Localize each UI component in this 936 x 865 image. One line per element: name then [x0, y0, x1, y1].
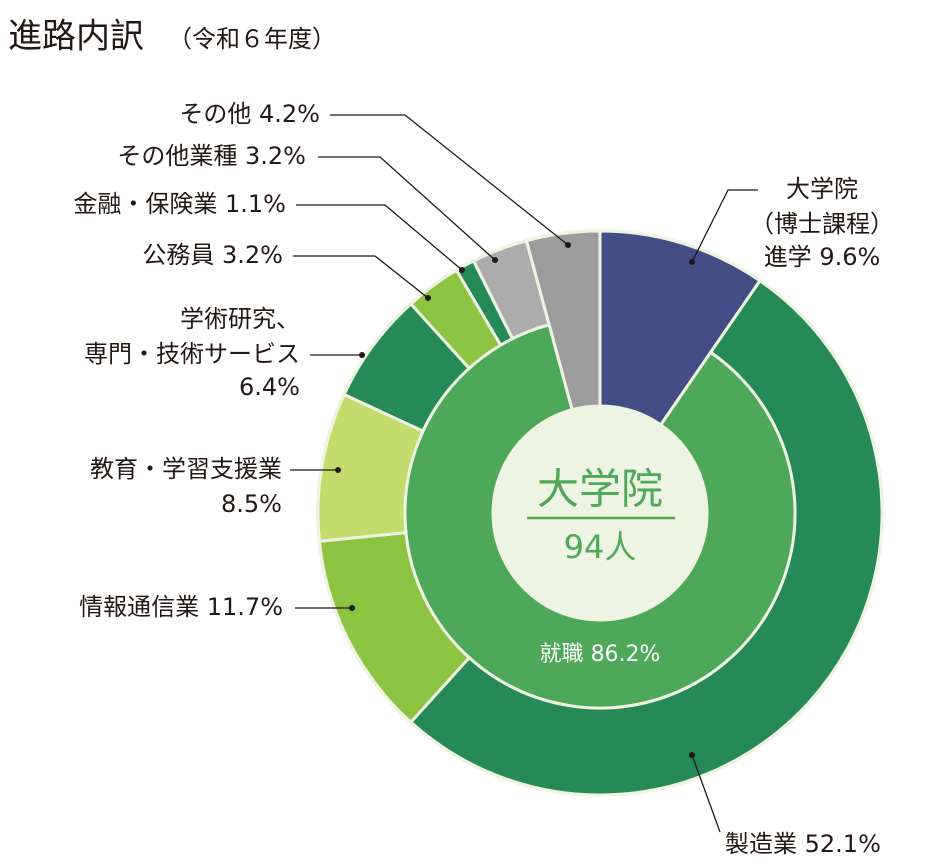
segment-name: （博士課程）: [750, 210, 894, 238]
leader-dot: [459, 267, 465, 273]
segment-label: 金融・保険業 1.1%: [73, 190, 286, 218]
leader-line: [318, 156, 496, 261]
value-label: 1.1%: [225, 190, 286, 218]
segment-label: その他 4.2%: [179, 100, 320, 128]
segment-label: 学術研究、: [180, 305, 300, 333]
segment-name: 製造業: [725, 830, 797, 858]
value-label: 11.7%: [207, 593, 283, 621]
leader-line: [691, 189, 758, 263]
leader-dot: [425, 295, 431, 301]
leader-dot: [335, 467, 341, 473]
center-label: 大学院: [537, 465, 663, 514]
segment-name: 大学院: [786, 175, 858, 203]
chart-subtitle: （令和６年度）: [168, 25, 336, 53]
center-value: 94人: [564, 528, 637, 566]
leader-line: [296, 204, 463, 271]
chart-title: 進路内訳: [8, 17, 144, 57]
leader-dot: [359, 352, 365, 358]
segment-label: 情報通信業 11.7%: [79, 593, 283, 621]
segment-label: 教育・学習支援業: [90, 455, 282, 483]
segment-name: 進学: [764, 243, 812, 271]
segment-name: 専門・技術サービス: [84, 340, 300, 368]
value-label: 52.1%: [805, 830, 881, 858]
value-label: 8.5%: [221, 490, 282, 518]
leader-dot: [689, 259, 695, 265]
segment-name: 金融・保険業: [73, 190, 217, 218]
leader-dot: [492, 257, 498, 263]
leader-dot: [349, 605, 355, 611]
value-label: 4.2%: [259, 100, 320, 128]
leader-line: [330, 114, 569, 246]
segment-label: 専門・技術サービス: [84, 340, 300, 368]
leader-dot: [565, 242, 571, 248]
segment-name: 教育・学習支援業: [90, 455, 282, 483]
inner-label: 就職 86.2%: [540, 642, 661, 667]
value-label: 6.4%: [239, 373, 300, 401]
inner-segment: [403, 322, 797, 710]
value-label: 3.2%: [222, 241, 283, 269]
segment-name: その他業種: [117, 142, 237, 170]
outer-segment: [598, 229, 763, 427]
inner-value-label: 86.2%: [591, 642, 661, 667]
segment-label: （博士課程）: [750, 210, 894, 238]
value-label: 3.2%: [245, 142, 306, 170]
leader-line: [293, 255, 429, 299]
segment-name: 学術研究、: [180, 305, 300, 333]
outer-segment: [524, 229, 602, 412]
inner-name: 就職: [540, 642, 584, 667]
segment-label: その他業種 3.2%: [117, 142, 306, 170]
segment-label: 製造業 52.1%: [725, 830, 881, 858]
segment-name: 情報通信業: [79, 593, 199, 621]
segment-label: 大学院: [786, 175, 858, 203]
leader-line: [691, 754, 721, 833]
leader-dot: [689, 752, 695, 758]
segment-label: 公務員 3.2%: [142, 241, 283, 269]
value-label: 9.6%: [819, 243, 880, 271]
segment-name: 公務員: [142, 241, 214, 269]
segment-label: 進学 9.6%: [764, 243, 881, 271]
segment-name: その他: [179, 100, 251, 128]
